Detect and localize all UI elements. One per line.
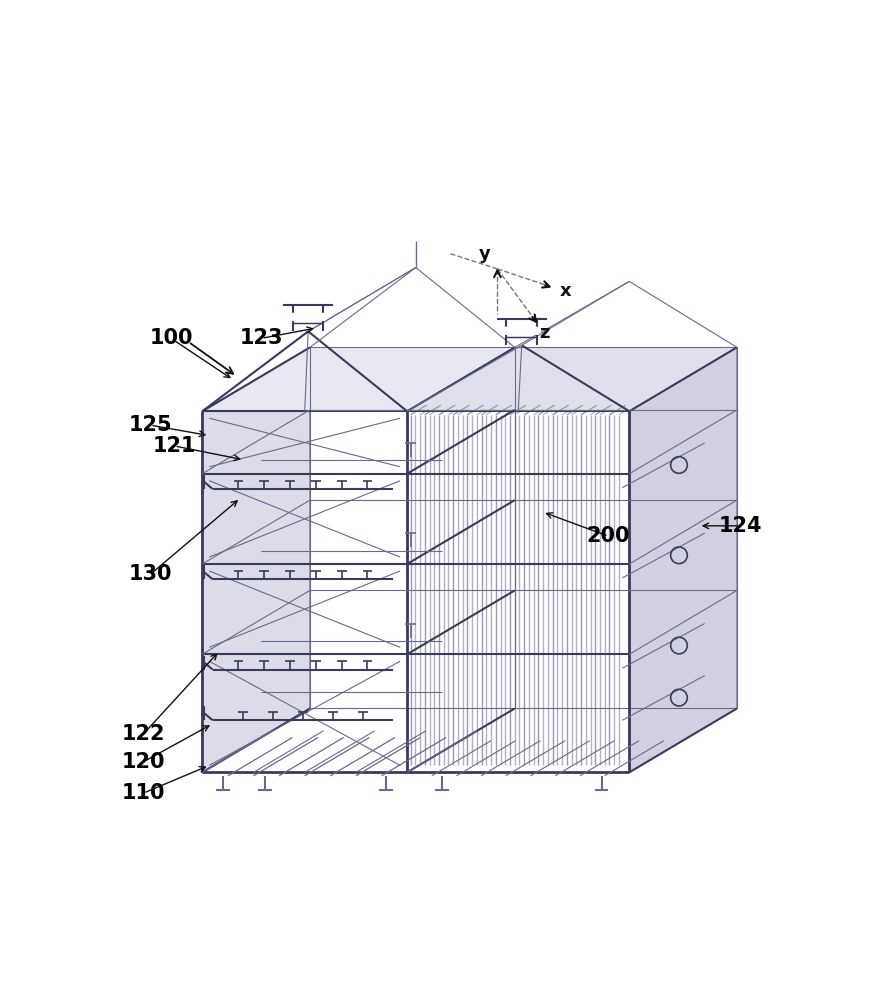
Text: 100: 100 bbox=[150, 328, 193, 348]
Text: x: x bbox=[560, 282, 572, 300]
Text: z: z bbox=[539, 324, 550, 342]
Text: 125: 125 bbox=[128, 415, 172, 435]
Circle shape bbox=[503, 327, 510, 334]
Text: 122: 122 bbox=[122, 724, 165, 744]
Polygon shape bbox=[202, 347, 310, 772]
Circle shape bbox=[289, 313, 297, 320]
Text: 124: 124 bbox=[719, 516, 762, 536]
Polygon shape bbox=[407, 347, 737, 411]
Polygon shape bbox=[629, 347, 737, 772]
Text: 110: 110 bbox=[122, 783, 165, 803]
Circle shape bbox=[533, 327, 540, 334]
Text: 123: 123 bbox=[239, 328, 283, 348]
Text: 120: 120 bbox=[122, 752, 165, 772]
Text: 121: 121 bbox=[152, 436, 196, 456]
Text: y: y bbox=[479, 245, 491, 263]
Text: 200: 200 bbox=[587, 526, 630, 546]
Circle shape bbox=[320, 313, 327, 320]
Text: 130: 130 bbox=[128, 564, 172, 584]
Polygon shape bbox=[202, 347, 514, 411]
